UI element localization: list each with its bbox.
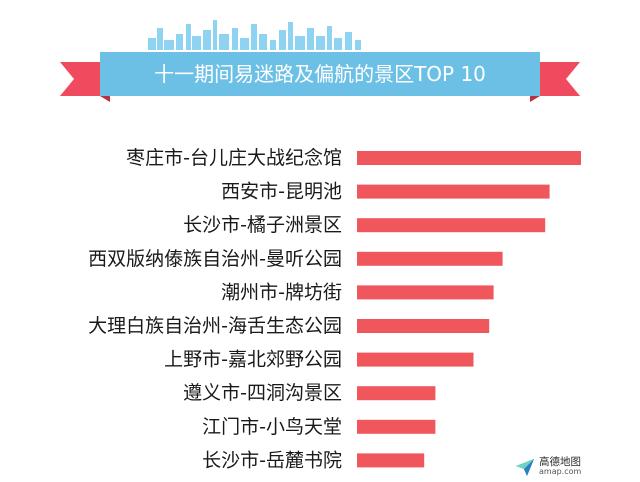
bar bbox=[357, 218, 546, 233]
category-label: 遵义市-四洞沟景区 bbox=[183, 382, 342, 404]
ribbon-left-end bbox=[60, 62, 110, 96]
chart-title: 十一期间易迷路及偏航的景区TOP 10 bbox=[154, 61, 486, 86]
ribbon-right-end bbox=[530, 62, 580, 96]
category-label: 长沙市-岳麓书院 bbox=[202, 449, 342, 471]
title-banner bbox=[60, 20, 580, 102]
bar bbox=[357, 352, 474, 367]
category-label: 潮州市-牌坊街 bbox=[221, 281, 342, 303]
amap-logo: 高德地图 amap.com bbox=[515, 454, 637, 480]
category-label: 江门市-小鸟天堂 bbox=[202, 416, 342, 438]
bar bbox=[357, 184, 550, 199]
paper-plane-icon bbox=[516, 459, 534, 476]
bar bbox=[357, 285, 494, 300]
bar bbox=[357, 386, 436, 401]
category-label: 西安市-昆明池 bbox=[221, 181, 342, 203]
skyline-icon bbox=[148, 20, 361, 50]
bar bbox=[357, 151, 581, 165]
category-label: 长沙市-橘子洲景区 bbox=[183, 214, 342, 236]
logo-name: 高德地图 bbox=[539, 456, 581, 468]
bar bbox=[357, 453, 425, 468]
category-label: 上野市-嘉北郊野公园 bbox=[164, 349, 342, 371]
logo-url: amap.com bbox=[539, 467, 582, 476]
category-label: 西双版纳傣族自治州-曼听公园 bbox=[88, 248, 342, 270]
bar bbox=[357, 251, 503, 266]
category-label: 大理白族自治州-海舌生态公园 bbox=[88, 315, 342, 337]
banner-body bbox=[100, 52, 540, 96]
bar bbox=[357, 419, 436, 434]
category-label: 枣庄市-台儿庄大战纪念馆 bbox=[126, 146, 342, 169]
bar bbox=[357, 319, 490, 333]
